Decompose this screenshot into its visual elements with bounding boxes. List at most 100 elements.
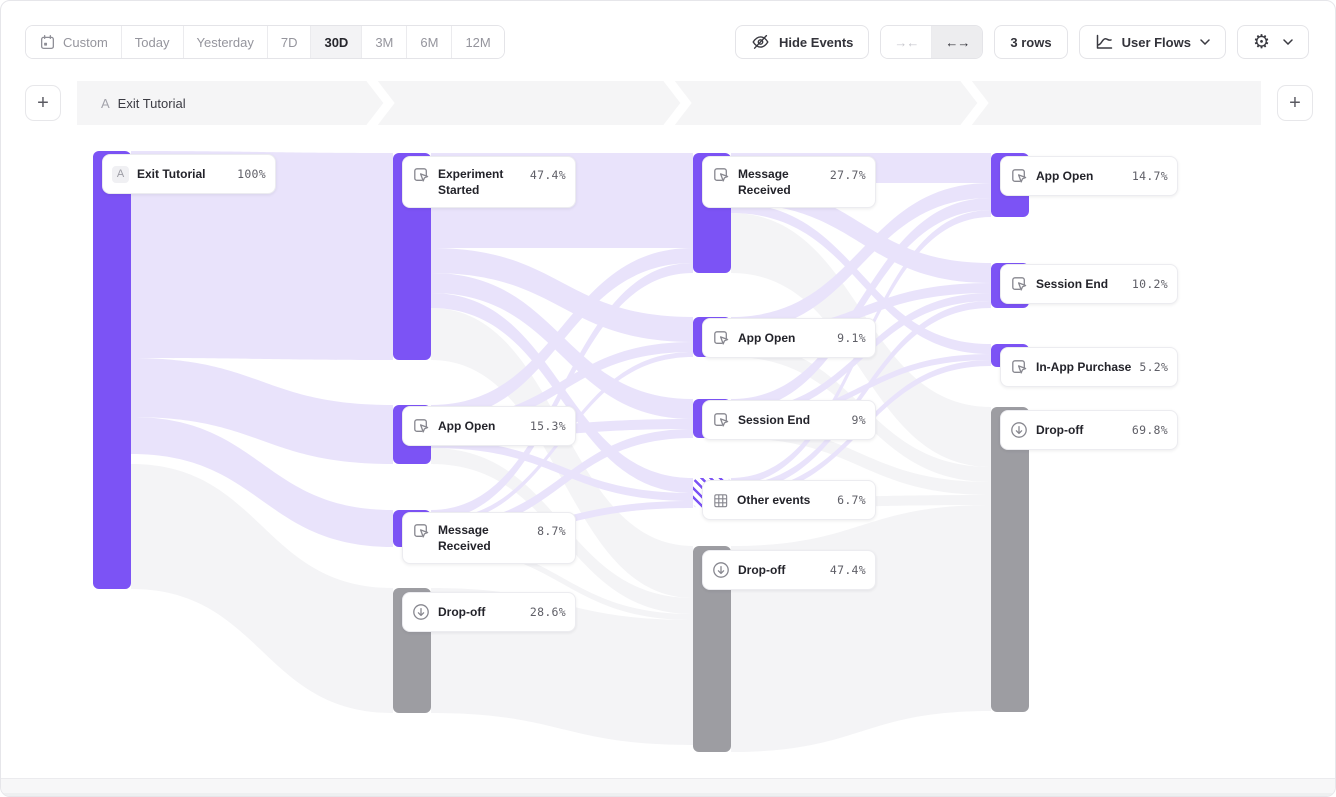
flow-node-card-ao2[interactable]: App Open 15.3% [402, 406, 576, 446]
flow-node-card-mr3[interactable]: Message Received 27.7% [702, 156, 876, 208]
node-label: Drop-off [438, 605, 486, 619]
date-range-30d[interactable]: 30D [310, 26, 362, 58]
collapse-expand-toggle: →← ←→ [880, 25, 984, 59]
event-icon [1012, 277, 1027, 291]
step-name: Exit Tutorial [117, 95, 186, 111]
drop-off-icon [713, 562, 729, 578]
expand-columns-button[interactable]: ←→ [931, 26, 983, 58]
node-label: Other events [737, 493, 811, 507]
chevron-down-icon [1283, 39, 1293, 45]
flow-steps-header: A Exit Tutorial [77, 81, 1261, 125]
flow-link-se3-ao4 [731, 198, 991, 411]
flow-node-card-ao4[interactable]: App Open 14.7% [1000, 156, 1178, 196]
event-icon [414, 524, 429, 538]
node-label: In-App Purchase [1036, 360, 1132, 374]
canvas-footer-strip [1, 778, 1335, 793]
date-range-3m[interactable]: 3M [361, 26, 407, 58]
flow-link-es-se3 [431, 273, 693, 419]
drop-off-icon [1011, 422, 1027, 438]
page-bottom-strip [1, 793, 1335, 796]
event-icon [1012, 360, 1027, 374]
chevron-down-icon [1200, 39, 1210, 45]
flow-bar-a[interactable] [93, 151, 131, 589]
flow-link-ao2-mr3 [431, 248, 693, 420]
flow-link-es-oe3 [431, 293, 693, 493]
node-label: App Open [1036, 169, 1094, 183]
event-icon [1012, 169, 1027, 183]
flow-step-label[interactable]: A Exit Tutorial [101, 81, 186, 125]
step-prefix-badge: A [101, 95, 110, 111]
node-percentage: 10.2% [1131, 277, 1168, 291]
flow-link-a-do2 [131, 464, 393, 713]
node-percentage: 14.7% [1131, 169, 1168, 183]
flow-node-card-iap4[interactable]: In-App Purchase 5.2% [1000, 347, 1178, 387]
step-separator-chevrons [366, 81, 989, 125]
date-range-7d[interactable]: 7D [266, 26, 311, 58]
flow-node-card-do2[interactable]: Drop-off 28.6% [402, 592, 576, 632]
other-events-grid-icon [714, 493, 728, 507]
flow-link-es-ao3 [431, 248, 693, 342]
event-icon [414, 419, 429, 433]
date-range-today[interactable]: Today [120, 26, 183, 58]
event-icon [714, 331, 729, 345]
node-percentage: 47.4% [529, 168, 566, 182]
node-percentage: 27.7% [829, 168, 866, 182]
flow-link-do3-do4 [731, 505, 991, 752]
node-percentage: 8.7% [537, 524, 566, 538]
drop-off-icon [413, 604, 429, 620]
node-percentage: 9.1% [837, 331, 866, 345]
settings-dropdown[interactable]: ⚙ [1236, 25, 1309, 59]
node-percentage: 5.2% [1139, 360, 1169, 374]
node-label: Experiment Started [438, 167, 504, 197]
flow-link-a-mr2 [131, 417, 393, 547]
flow-node-card-mr2[interactable]: Message Received 8.7% [402, 512, 576, 564]
node-percentage: 6.7% [837, 493, 866, 507]
node-label: Session End [738, 413, 811, 427]
flow-link-a-ao2 [131, 358, 393, 464]
view-selector-dropdown[interactable]: User Flows [1078, 25, 1226, 59]
flow-node-card-es[interactable]: Experiment Started 47.4% [402, 156, 576, 208]
node-label: Session End [1036, 277, 1109, 291]
flow-node-card-do3[interactable]: Drop-off 47.4% [702, 550, 876, 590]
node-percentage: 9% [851, 413, 866, 427]
flow-node-card-oe3[interactable]: Other events 6.7% [702, 480, 876, 520]
user-flows-chart-icon [1095, 34, 1113, 50]
add-step-start-button[interactable]: + [25, 85, 61, 121]
node-label: Message Received [438, 523, 491, 553]
node-percentage: 28.6% [529, 605, 566, 619]
node-percentage: 47.4% [829, 563, 866, 577]
event-icon [714, 168, 729, 182]
date-range-12m[interactable]: 12M [451, 26, 504, 58]
node-label: Drop-off [1036, 423, 1084, 437]
rows-button[interactable]: 3 rows [994, 25, 1068, 59]
hide-events-button[interactable]: Hide Events [734, 25, 870, 59]
node-percentage: 69.8% [1131, 423, 1168, 437]
event-icon [714, 413, 729, 427]
flow-node-card-ao3[interactable]: App Open 9.1% [702, 318, 876, 358]
flow-node-card-do4[interactable]: Drop-off 69.8% [1000, 410, 1178, 450]
node-label: Drop-off [738, 563, 786, 577]
date-range-picker: Custom Today Yesterday 7D 30D 3M 6M 12M [25, 25, 505, 59]
step-a-badge: A [112, 165, 129, 183]
date-range-yesterday[interactable]: Yesterday [182, 26, 267, 58]
flow-link-mr2-mr3 [431, 263, 693, 520]
date-range-6m[interactable]: 6M [406, 26, 452, 58]
flow-node-card-se3[interactable]: Session End 9% [702, 400, 876, 440]
flow-node-card-a[interactable]: A Exit Tutorial 100% [102, 154, 276, 194]
add-step-end-button[interactable]: + [1277, 85, 1313, 121]
flow-node-card-se4[interactable]: Session End 10.2% [1000, 264, 1178, 304]
date-range-custom[interactable]: Custom [26, 26, 121, 58]
eye-off-icon [751, 33, 770, 51]
node-label: Exit Tutorial [137, 167, 206, 181]
gear-icon: ⚙ [1252, 30, 1270, 53]
node-label: Message Received [738, 167, 791, 197]
flow-link-ao2-oe3 [431, 440, 693, 501]
calendar-icon [39, 34, 56, 51]
collapse-columns-button[interactable]: →← [881, 26, 932, 58]
node-percentage: 15.3% [529, 419, 566, 433]
event-icon [414, 168, 429, 182]
node-percentage: 100% [237, 167, 266, 181]
flow-bar-do4[interactable] [991, 407, 1029, 712]
node-label: App Open [738, 331, 796, 345]
